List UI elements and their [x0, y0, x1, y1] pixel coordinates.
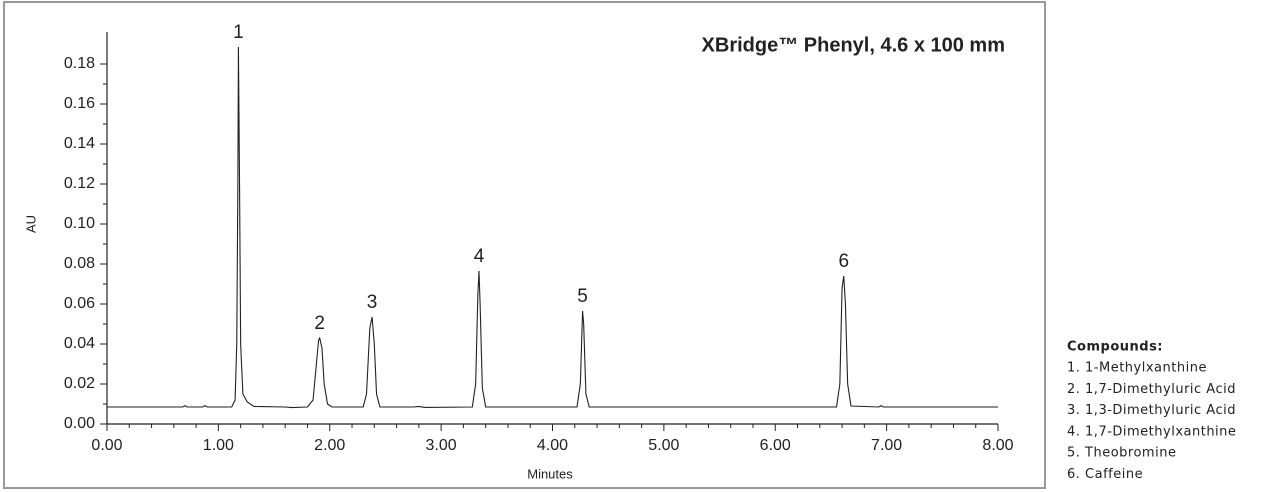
y-tick-label: 0.02 — [64, 375, 95, 392]
y-tick-label: 0.12 — [64, 175, 95, 192]
peak-label: 6 — [838, 251, 849, 272]
trace — [107, 46, 998, 409]
chart-title: XBridge™ Phenyl, 4.6 x 100 mm — [702, 34, 1005, 56]
x-tick-label: 8.00 — [982, 437, 1013, 454]
x-tick-label: 1.00 — [203, 437, 234, 454]
peak-label: 1 — [233, 22, 244, 43]
y-axis-label: AU — [23, 215, 38, 233]
frame — [3, 1, 1046, 489]
x-tick-label: 3.00 — [426, 437, 457, 454]
y-tick-label: 0.00 — [64, 415, 95, 432]
y-tick-label: 0.16 — [64, 95, 95, 112]
y-tick-label: 0.18 — [64, 55, 95, 72]
legend-item: 6. Caffeine — [1067, 467, 1143, 482]
x-tick-label: 7.00 — [871, 437, 902, 454]
legend-item: 5. Theobromine — [1067, 446, 1176, 461]
x-tick-label: 5.00 — [648, 437, 679, 454]
x-tick-label: 4.00 — [537, 437, 568, 454]
y-tick-label: 0.14 — [64, 135, 95, 152]
legend-item: 1. 1-Methylxanthine — [1067, 361, 1207, 376]
x-tick-label: 2.00 — [314, 437, 345, 454]
legend-item: 4. 1,7-Dimethylxanthine — [1067, 424, 1236, 439]
peak-label: 3 — [367, 292, 378, 313]
x-tick-label: 6.00 — [760, 437, 791, 454]
legend-item: 3. 1,3-Dimethyluric Acid — [1067, 403, 1236, 418]
peak-label: 4 — [474, 246, 485, 267]
legend-item: 2. 1,7-Dimethyluric Acid — [1067, 382, 1236, 397]
peak-label: 5 — [577, 286, 588, 307]
legend-title: Compounds: — [1067, 340, 1163, 355]
peak-label: 2 — [314, 313, 325, 334]
x-axis-label: Minutes — [527, 466, 573, 481]
y-tick-label: 0.08 — [64, 255, 95, 272]
y-tick-label: 0.06 — [64, 295, 95, 312]
y-tick-label: 0.10 — [64, 215, 95, 232]
x-tick-label: 0.00 — [91, 437, 122, 454]
y-tick-label: 0.04 — [64, 335, 95, 352]
